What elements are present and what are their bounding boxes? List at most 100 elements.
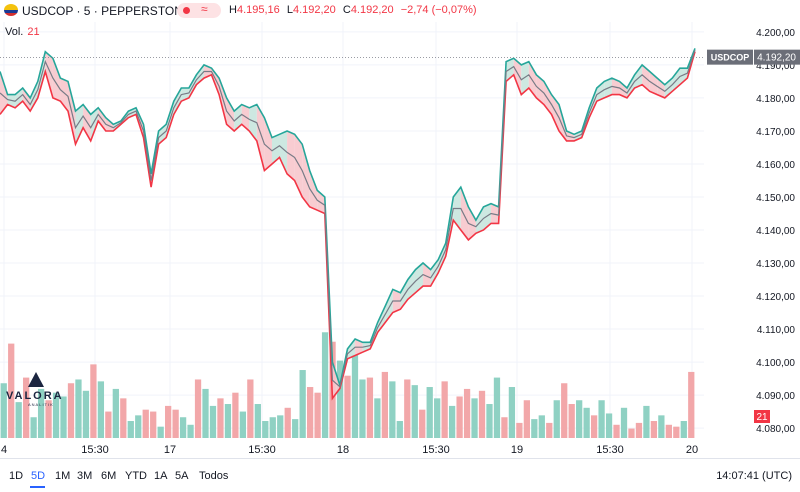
band-segment — [271, 134, 280, 164]
price-tags: USDCOP 4.192,20 21 — [707, 49, 800, 423]
x-tick-label: 19 — [511, 444, 523, 456]
volume-bar — [463, 388, 471, 438]
volume-bar — [120, 398, 127, 438]
band-segment — [241, 104, 250, 131]
band-segment — [0, 71, 8, 115]
volume-bar — [15, 402, 22, 438]
volume-label: Vol. — [5, 26, 24, 38]
grid — [0, 22, 704, 438]
volume-bar — [23, 377, 30, 438]
volume-bar — [60, 396, 67, 438]
price-chart[interactable]: 4.080,00 4.090,00 4.100,00 4.110,00 4.120,00… — [0, 0, 800, 458]
volume-bar — [613, 424, 620, 438]
high-value: 4.195,16 — [236, 4, 280, 16]
band-segment — [491, 203, 499, 224]
volume-bar — [292, 419, 299, 438]
volume-bar — [441, 381, 448, 438]
x-tick-label: 15:30 — [81, 444, 109, 456]
volume-bar — [52, 392, 60, 438]
volume-bar — [202, 388, 209, 438]
compare-pill[interactable]: ≈ — [177, 2, 221, 18]
volume-bar — [262, 421, 269, 438]
volume-bar — [142, 409, 149, 438]
band-segment — [226, 97, 235, 131]
band-segment — [256, 104, 265, 171]
band-segment — [294, 134, 303, 197]
volume-bar — [150, 411, 157, 438]
timeframe-1a[interactable]: 1A — [154, 470, 168, 482]
timeframe-1d[interactable]: 1D — [9, 470, 24, 482]
timeframe-3m[interactable]: 3M — [77, 470, 93, 482]
timeframe-6m[interactable]: 6M — [101, 470, 117, 482]
x-tick-label: 20 — [686, 444, 698, 456]
x-tick-label: 15:30 — [596, 444, 624, 456]
volume-bar — [523, 400, 530, 438]
band-segment — [332, 362, 340, 399]
x-axis: 4 15:30 17 15:30 18 15:30 19 15:30 20 — [1, 444, 698, 456]
y-tick-label: 4.170,00 — [756, 127, 795, 138]
price-tag: 4.192,20 — [757, 53, 796, 64]
x-tick-label: 18 — [337, 444, 349, 456]
volume-bar — [179, 417, 187, 438]
volume-bar — [546, 422, 553, 438]
volume-bar — [381, 371, 389, 438]
band-segment — [377, 305, 386, 333]
volume-bar — [232, 392, 239, 438]
volume-bar — [643, 405, 650, 438]
series-line-mid — [0, 49, 696, 388]
clock: 14:07:41 (UTC) — [716, 470, 792, 482]
y-tick-label: 4.130,00 — [756, 259, 795, 270]
band-segment — [90, 107, 99, 141]
volume-bar — [284, 407, 291, 438]
volume-bar — [665, 424, 672, 438]
close-key: C — [342, 4, 351, 16]
symbol-tag-bg — [707, 49, 753, 65]
band-segment — [249, 104, 257, 141]
volume-bar — [239, 411, 247, 438]
timeframe-ytd[interactable]: YTD — [125, 470, 147, 482]
volume-bar — [224, 404, 232, 438]
volume-bar — [434, 398, 441, 438]
timeframe-5a[interactable]: 5A — [175, 470, 189, 482]
y-tick-label: 4.180,00 — [756, 94, 795, 105]
band-segment — [468, 206, 476, 240]
volume-bar — [493, 377, 501, 438]
volume-bar — [37, 388, 45, 438]
volume-bar — [568, 404, 575, 438]
volume-bar — [583, 407, 590, 438]
volume-bar — [336, 360, 344, 438]
volume-bars — [0, 332, 695, 438]
volume-bar — [635, 422, 643, 438]
series-line-lower — [0, 51, 696, 401]
volume-bar — [299, 370, 306, 438]
low-value: 4.192,20 — [292, 4, 336, 16]
volume-bar — [314, 392, 321, 438]
timeframe-1m[interactable]: 1M — [55, 470, 71, 482]
bottom-toolbar: 1D 5D 1M 3M 6M YTD 1A 5A Todos 14:07:41 (UTC) — [0, 458, 800, 492]
series-line-upper — [0, 48, 696, 389]
logo-tagline: ANALITIK — [28, 402, 54, 407]
volume-bar — [82, 390, 90, 438]
symbol-label[interactable]: USDCOP · 5 · PEPPERSTONE — [22, 4, 191, 18]
volume-bar — [553, 400, 560, 438]
volume-bar — [277, 415, 284, 438]
band-segment — [302, 144, 310, 207]
timeframe-5d[interactable]: 5D — [31, 470, 46, 482]
volume-bar — [673, 426, 680, 438]
y-tick-label: 4.140,00 — [756, 226, 795, 237]
band-segment — [219, 78, 227, 125]
symbol-tag: USDCOP — [711, 53, 750, 63]
volume-bar — [359, 379, 366, 438]
timeframe-todos[interactable]: Todos — [199, 470, 229, 482]
band-segment — [279, 130, 288, 174]
volume-bar — [448, 405, 456, 438]
band-segment — [309, 170, 318, 211]
y-tick-label: 4.150,00 — [756, 193, 795, 204]
band-segment — [513, 58, 522, 95]
volume-bar — [254, 404, 261, 438]
volume-bar — [419, 409, 426, 438]
timeframe-active-indicator — [30, 486, 45, 488]
volume-bar — [508, 387, 516, 438]
volume-bar — [471, 398, 478, 438]
volume-bar — [75, 379, 82, 438]
